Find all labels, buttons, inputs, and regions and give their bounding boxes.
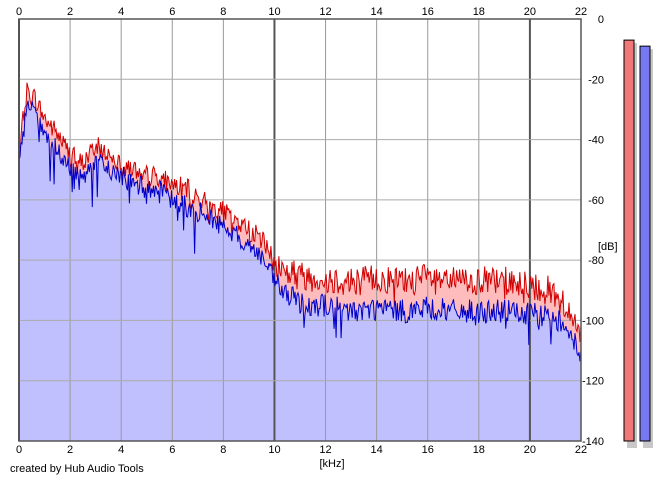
series-0-line xyxy=(18,82,582,343)
x-tick-label: 18 xyxy=(473,6,485,18)
x-tick-label: 4 xyxy=(118,444,124,456)
x-tick-label: 22 xyxy=(575,444,587,456)
plot-frame xyxy=(18,18,582,442)
x-axis-label: [kHz] xyxy=(319,458,344,470)
x-tick-labels-top: 0 2 4 6 8 10 12 14 16 18 20 22 xyxy=(16,6,587,18)
level-meter-0 xyxy=(623,39,635,442)
x-tick-label: 12 xyxy=(319,444,331,456)
x-tick-label: 2 xyxy=(67,444,73,456)
x-tick-label: 10 xyxy=(268,444,280,456)
x-tick-label: 16 xyxy=(422,444,434,456)
y-tick-label: -20 xyxy=(588,74,604,86)
y-tick-label: -80 xyxy=(588,255,604,267)
y-tick-label: -60 xyxy=(588,195,604,207)
x-tick-label: 14 xyxy=(371,6,383,18)
spectrum-fills xyxy=(19,19,581,441)
y-tick-label: -120 xyxy=(582,376,604,388)
credit-text: created by Hub Audio Tools xyxy=(10,463,144,475)
x-tick-label: 22 xyxy=(575,6,587,18)
series-1-area xyxy=(19,100,581,441)
x-tick-label: 8 xyxy=(220,6,226,18)
x-tick-labels-bottom: 0 2 4 6 8 10 12 14 16 18 20 22 xyxy=(16,444,587,456)
level-meters xyxy=(623,39,653,448)
x-tick-label: 18 xyxy=(473,444,485,456)
x-tick-label: 4 xyxy=(118,6,124,18)
x-tick-label: 0 xyxy=(16,6,22,18)
x-tick-label: 20 xyxy=(524,6,536,18)
x-tick-label: 10 xyxy=(268,6,280,18)
y-tick-label: 0 xyxy=(598,14,604,26)
x-tick-label: 6 xyxy=(169,6,175,18)
plot-border xyxy=(18,18,582,442)
y-tick-label: -140 xyxy=(582,436,604,448)
series-1-line xyxy=(18,100,582,362)
x-tick-label: 14 xyxy=(371,444,383,456)
y-axis-label: [dB] xyxy=(598,241,618,253)
y-tick-label: -100 xyxy=(582,315,604,327)
x-tick-label: 20 xyxy=(524,444,536,456)
y-tick-label: -40 xyxy=(588,135,604,147)
x-tick-label: 2 xyxy=(67,6,73,18)
x-tick-label: 16 xyxy=(422,6,434,18)
x-tick-label: 12 xyxy=(319,6,331,18)
x-tick-label: 8 xyxy=(220,444,226,456)
level-meter-1 xyxy=(639,45,651,442)
y-tick-labels: 0 -20 -40 -60 -80 -100 -120 -140 xyxy=(582,14,604,448)
spectrum-lines xyxy=(18,82,582,362)
x-tick-label: 0 xyxy=(16,444,22,456)
x-tick-label: 6 xyxy=(169,444,175,456)
